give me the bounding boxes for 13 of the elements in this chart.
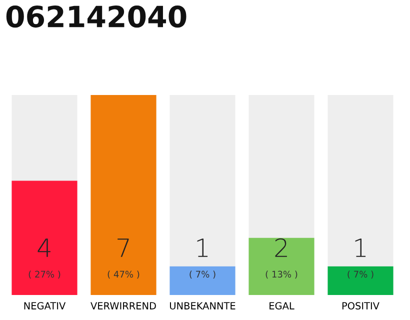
data-label: 4 ( 27% ) <box>28 238 60 279</box>
x-tick-label: UNBEKANNTE <box>170 302 236 310</box>
data-label: 1 ( 7% ) <box>190 238 216 279</box>
data-label: 1 ( 7% ) <box>348 238 374 279</box>
bar <box>170 266 236 295</box>
x-tick-label: NEGATIV <box>24 302 66 310</box>
data-label: 2 ( 13% ) <box>266 238 298 279</box>
x-tick-label: EGAL <box>270 302 294 310</box>
chart-title: 062142040 <box>6 6 186 28</box>
bar <box>328 266 394 295</box>
data-label: 7 ( 47% ) <box>108 238 140 279</box>
x-tick-label: VERWIRREND <box>90 302 156 310</box>
x-tick-label: POSITIV <box>342 302 380 310</box>
